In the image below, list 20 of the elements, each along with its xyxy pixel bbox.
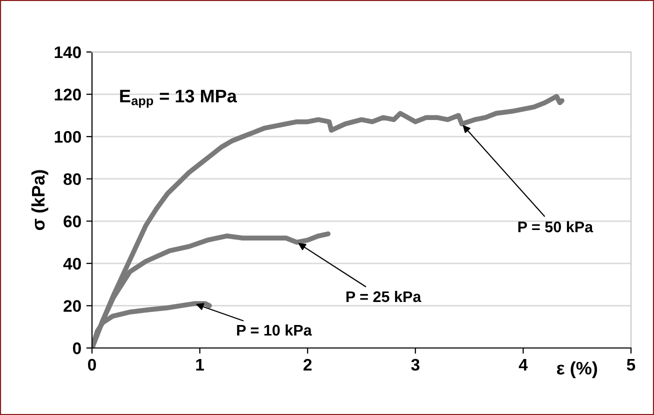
x-tick-label: 1 xyxy=(196,359,204,370)
x-axis-title: ε (%) xyxy=(556,361,598,378)
annotation: E$_{app}$ = 13 MPa xyxy=(120,90,238,108)
y-tick-label: 20 xyxy=(64,300,81,312)
y-tick-label: 80 xyxy=(64,173,81,186)
x-tick-label: 5 xyxy=(626,359,636,371)
annotation: P = 10 kPa xyxy=(237,324,312,336)
annotation: P = 25 kPa xyxy=(346,290,422,302)
y-tick-label: 40 xyxy=(63,258,81,270)
y-axis-title: σ (kPa) xyxy=(31,170,48,230)
y-tick-label: 60 xyxy=(64,216,81,228)
y-tick-label: 120 xyxy=(54,88,81,100)
x-tick-label: 3 xyxy=(411,358,420,371)
x-tick-label: 2 xyxy=(304,358,312,370)
y-tick-label: 140 xyxy=(54,46,81,58)
x-tick-label: 0 xyxy=(88,358,96,371)
y-tick-label: 0 xyxy=(72,342,81,354)
annotation: P = 50 kPa xyxy=(518,221,594,232)
y-tick-label: 100 xyxy=(54,130,81,143)
x-tick-label: 4 xyxy=(518,359,528,370)
